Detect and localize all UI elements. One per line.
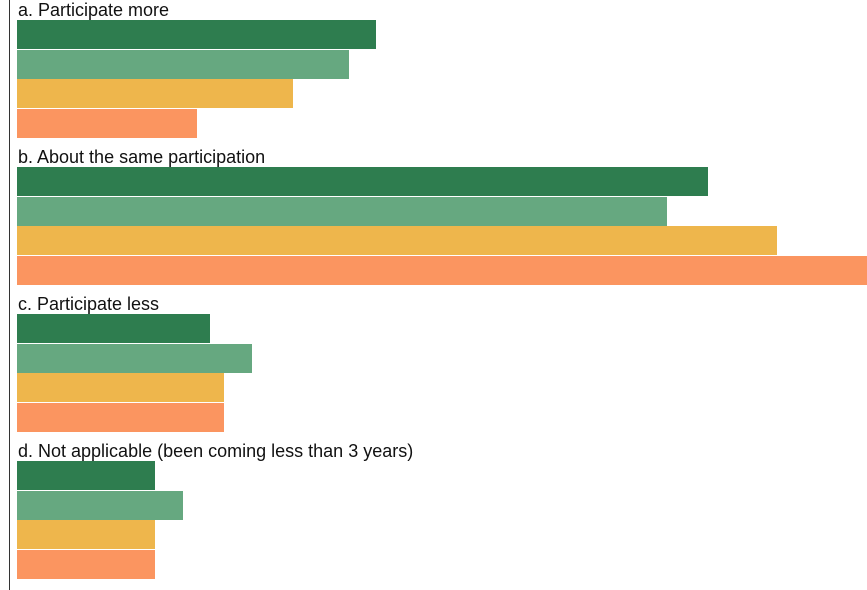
bar	[17, 314, 211, 343]
bar	[17, 167, 709, 196]
bar	[17, 373, 225, 402]
category-label: b. About the same participation	[18, 147, 266, 167]
category-group: a. Participate more	[0, 0, 867, 147]
category-label: d. Not applicable (been coming less than…	[18, 441, 414, 461]
bar	[17, 520, 156, 549]
bar	[17, 108, 197, 138]
category-group: b. About the same participation	[0, 147, 867, 294]
bar	[17, 226, 778, 255]
category-label: c. Participate less	[18, 294, 160, 314]
bar	[17, 549, 156, 579]
bar	[17, 343, 252, 373]
category-group: d. Not applicable (been coming less than…	[0, 441, 867, 588]
category-label: a. Participate more	[18, 0, 170, 20]
bar	[17, 490, 183, 520]
bar	[17, 255, 867, 285]
bar	[17, 20, 377, 49]
bar	[17, 49, 349, 79]
bar	[17, 79, 294, 108]
bar	[17, 461, 156, 490]
bar	[17, 402, 225, 432]
bar	[17, 196, 667, 226]
category-group: c. Participate less	[0, 294, 867, 441]
y-axis-line	[9, 0, 10, 590]
